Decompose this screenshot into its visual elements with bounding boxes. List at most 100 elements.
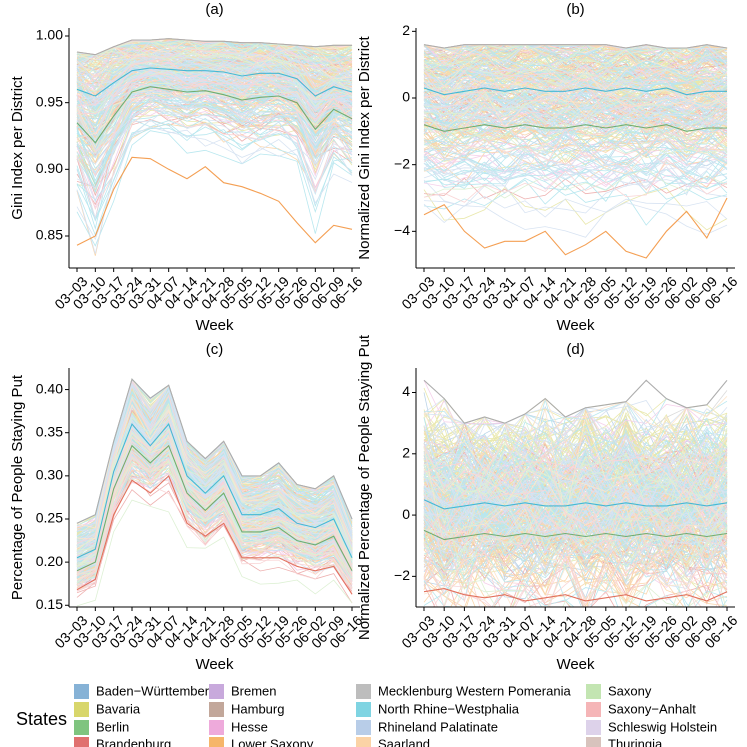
district-line [423, 77, 728, 115]
district-line [423, 493, 728, 574]
district-line [423, 158, 728, 196]
legend-label: Bavaria [96, 701, 141, 716]
y-tick-label: 4 [402, 383, 410, 399]
district-line [423, 94, 728, 123]
series-line [76, 474, 353, 595]
district-line [423, 138, 728, 174]
district-line [423, 464, 728, 554]
district-line [423, 478, 728, 559]
legend-label: Brandenburg [96, 736, 171, 747]
district-line [76, 119, 353, 254]
legend-swatch [74, 720, 89, 735]
y-tick-label: 0.95 [36, 93, 63, 109]
legend-label: Hesse [231, 719, 268, 734]
district-line [76, 394, 353, 545]
district-line [423, 460, 728, 539]
district-line [76, 434, 353, 567]
district-line [423, 75, 728, 112]
legend-item: Hesse [209, 719, 268, 735]
district-line [76, 423, 353, 560]
panel-title: (d) [566, 341, 584, 358]
district-line [423, 149, 728, 183]
district-line [423, 81, 728, 122]
district-line [423, 491, 728, 546]
district-line [423, 130, 728, 167]
x-axis-label: Week [556, 656, 595, 673]
district-line [423, 124, 728, 168]
district-line [423, 53, 728, 82]
panel-2: (b)−4−20203−0303−1003−1703−2403−3104−070… [356, 1, 741, 334]
district-line [423, 442, 728, 495]
y-tick-label: 0 [402, 506, 410, 522]
district-line [76, 456, 353, 584]
x-axis-label: Week [195, 656, 234, 673]
legend-label: Berlin [96, 719, 129, 734]
district-line [423, 90, 728, 129]
district-line [423, 418, 728, 509]
district-line [423, 51, 728, 86]
y-tick-label: 0.30 [36, 467, 63, 483]
series-line [76, 156, 353, 246]
legend-item: Brandenburg [74, 736, 171, 747]
district-line [423, 406, 728, 510]
legend-item: Thuringia [586, 736, 663, 747]
district-line [423, 514, 728, 603]
series-line [423, 44, 728, 49]
legend-item: Bremen [209, 683, 277, 699]
district-line [76, 44, 353, 70]
legend-swatch [209, 684, 224, 699]
district-line [423, 195, 728, 220]
legend-item: North Rhine−Westphalia [356, 701, 520, 717]
district-line [76, 55, 353, 100]
series-line [76, 444, 353, 572]
legend-item: Berlin [74, 719, 129, 735]
y-tick-label: 0.35 [36, 423, 63, 439]
district-line [423, 121, 728, 161]
district-line [423, 144, 728, 182]
district-line [423, 179, 728, 214]
series-line [76, 423, 353, 559]
district-line [76, 71, 353, 136]
district-line [423, 158, 728, 203]
district-line [423, 414, 728, 486]
district-line [76, 388, 353, 543]
plot-area [423, 43, 728, 259]
district-line [423, 89, 728, 120]
district-line [76, 90, 353, 149]
district-line [76, 48, 353, 82]
district-line [423, 491, 728, 564]
series-line [76, 378, 353, 524]
legend-title: States [16, 709, 67, 729]
district-line [423, 51, 728, 83]
district-line [423, 518, 728, 577]
district-line [423, 44, 728, 63]
legend-label: Rhineland Palatinate [378, 719, 498, 734]
district-line [423, 120, 728, 153]
district-line [76, 382, 353, 532]
series-line [423, 87, 727, 96]
district-line [455, 581, 728, 607]
district-line [423, 44, 728, 63]
series-line [423, 124, 727, 132]
district-line [423, 167, 728, 199]
legend-label: Schleswig Holstein [608, 719, 717, 734]
district-line [423, 166, 728, 194]
district-line [423, 51, 728, 90]
legend-swatch [356, 737, 371, 747]
series-line [423, 197, 728, 259]
panel-title: (a) [205, 1, 223, 18]
district-line [423, 58, 728, 100]
district-line [76, 126, 353, 241]
district-line [432, 546, 702, 607]
district-line [76, 476, 353, 590]
district-line [423, 64, 728, 105]
district-line [423, 104, 728, 137]
district-lines [423, 380, 728, 607]
district-line [423, 493, 728, 554]
district-line [423, 452, 728, 526]
district-line [423, 407, 728, 518]
district-line [423, 76, 728, 110]
district-line [423, 446, 728, 548]
district-line [423, 380, 728, 454]
y-tick-label: 0.85 [36, 227, 63, 243]
